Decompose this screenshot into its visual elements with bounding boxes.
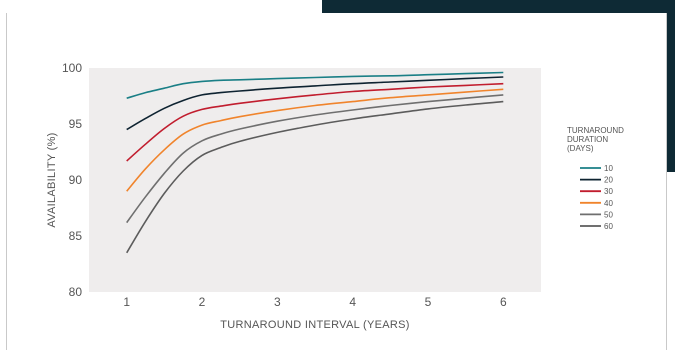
series-line-40 xyxy=(126,88,504,192)
x-tick-label: 1 xyxy=(123,295,130,309)
series-line-10 xyxy=(126,71,504,99)
legend-label-40: 40 xyxy=(604,199,613,208)
y-tick-label: 90 xyxy=(69,173,83,187)
series-lines xyxy=(126,71,504,254)
legend-title: DURATION xyxy=(567,135,608,144)
y-axis-ticks: 80 85 90 95 100 xyxy=(62,61,82,299)
x-tick-label: 4 xyxy=(349,295,356,309)
series-line-30 xyxy=(126,82,504,162)
side-dark-bar xyxy=(665,0,675,172)
series-line-60 xyxy=(126,100,504,254)
plot-area xyxy=(89,68,541,292)
x-axis-ticks: 1 2 3 4 5 6 xyxy=(123,295,507,309)
y-tick-label: 100 xyxy=(62,61,82,75)
legend-title: (DAYS) xyxy=(567,144,594,153)
x-tick-label: 6 xyxy=(500,295,507,309)
legend-label-30: 30 xyxy=(604,187,613,196)
y-tick-label: 80 xyxy=(69,285,83,299)
legend-label-10: 10 xyxy=(604,164,613,173)
y-tick-label: 95 xyxy=(69,117,83,131)
x-tick-label: 5 xyxy=(425,295,432,309)
legend-label-20: 20 xyxy=(604,176,613,185)
x-tick-label: 3 xyxy=(274,295,281,309)
legend-title: TURNAROUND xyxy=(567,126,624,135)
series-line-20 xyxy=(126,76,504,131)
x-tick-label: 2 xyxy=(199,295,206,309)
legend-label-50: 50 xyxy=(604,210,613,219)
legend-label-60: 60 xyxy=(604,222,613,231)
y-axis-title: AVAILABILITY (%) xyxy=(46,132,58,227)
y-tick-label: 85 xyxy=(69,229,83,243)
series-line-50 xyxy=(126,94,504,224)
x-axis-title: TURNAROUND INTERVAL (YEARS) xyxy=(220,319,409,331)
header-dark-bar xyxy=(322,0,675,13)
